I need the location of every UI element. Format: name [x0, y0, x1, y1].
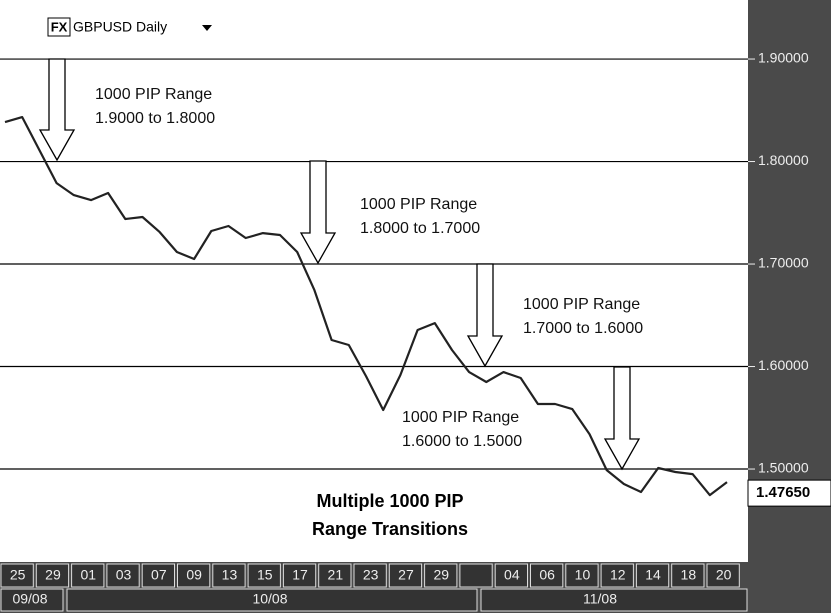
date-cell — [600, 563, 634, 588]
date-label: 07 — [151, 567, 167, 583]
month-cell — [480, 588, 748, 612]
date-cell — [282, 563, 317, 588]
axis-panel — [748, 0, 831, 613]
date-label: 13 — [222, 567, 238, 583]
date-cell — [388, 563, 423, 588]
date-cell — [459, 563, 493, 588]
date-label: 17 — [292, 567, 308, 583]
date-label: 09 — [186, 567, 202, 583]
date-label: 10 — [575, 567, 591, 583]
date-cell — [635, 563, 670, 588]
dropdown-arrow[interactable] — [202, 25, 212, 31]
date-cell — [177, 563, 211, 588]
price-line — [4, 116, 728, 497]
date-cell — [318, 563, 352, 588]
arrow — [299, 160, 337, 265]
caption: Multiple 1000 PIP — [316, 491, 463, 511]
y-tick-label: 1.90000 — [758, 50, 809, 66]
date-cell — [424, 563, 458, 588]
chart-title[interactable]: GBPUSD Daily — [73, 19, 167, 35]
annotation: 1000 PIP Range — [360, 196, 477, 213]
date-cell — [565, 563, 599, 588]
annotation: 1000 PIP Range — [523, 296, 640, 313]
date-label: 04 — [504, 567, 520, 583]
date-label: 29 — [45, 567, 61, 583]
date-cell — [247, 563, 281, 588]
y-tick-label: 1.80000 — [758, 152, 809, 168]
date-cell — [106, 563, 140, 588]
date-label: 01 — [80, 567, 96, 583]
month-label: 11/08 — [583, 591, 617, 607]
annotation: 1000 PIP Range — [95, 86, 212, 103]
arrow — [38, 58, 76, 162]
date-cell — [494, 563, 529, 588]
plot-area — [0, 0, 748, 562]
annotation: 1.7000 to 1.6000 — [523, 320, 643, 337]
annotation: 1.8000 to 1.7000 — [360, 220, 480, 237]
caption: Range Transitions — [312, 519, 468, 539]
date-label: 12 — [610, 567, 626, 583]
date-cell — [35, 563, 70, 588]
date-label: 29 — [433, 567, 449, 583]
date-label: 15 — [257, 567, 273, 583]
badge: FX — [51, 19, 68, 34]
last-price-box — [747, 479, 831, 507]
arrow — [603, 366, 641, 471]
y-tick-label: 1.60000 — [758, 357, 809, 373]
annotation: 1.9000 to 1.8000 — [95, 110, 215, 127]
annotation: 1.6000 to 1.5000 — [402, 433, 522, 450]
date-cell — [141, 563, 175, 588]
y-tick-label: 1.50000 — [758, 460, 809, 476]
date-label: 14 — [645, 567, 661, 583]
month-cell — [0, 588, 64, 612]
month-cell — [66, 588, 478, 612]
y-tick-label: 1.70000 — [758, 255, 809, 271]
date-label: 25 — [10, 567, 26, 583]
month-label: 09/08 — [12, 591, 47, 607]
date-label: 18 — [681, 567, 697, 583]
date-label: 03 — [116, 567, 132, 583]
date-cell — [71, 563, 105, 588]
date-label: 21 — [328, 567, 344, 583]
date-label: 20 — [716, 567, 732, 583]
last-price-label: 1.47650 — [756, 484, 810, 501]
date-cell — [706, 563, 740, 588]
month-label: 10/08 — [252, 591, 287, 607]
date-label: 27 — [398, 567, 414, 583]
date-cell — [0, 563, 34, 588]
badge-box — [47, 17, 71, 37]
date-label: 23 — [363, 567, 379, 583]
date-cell — [671, 563, 705, 588]
date-cell — [212, 563, 246, 588]
date-cell — [530, 563, 564, 588]
annotation: 1000 PIP Range — [402, 409, 519, 426]
date-cell — [353, 563, 387, 588]
date-label: 06 — [539, 567, 555, 583]
arrow — [466, 263, 504, 368]
